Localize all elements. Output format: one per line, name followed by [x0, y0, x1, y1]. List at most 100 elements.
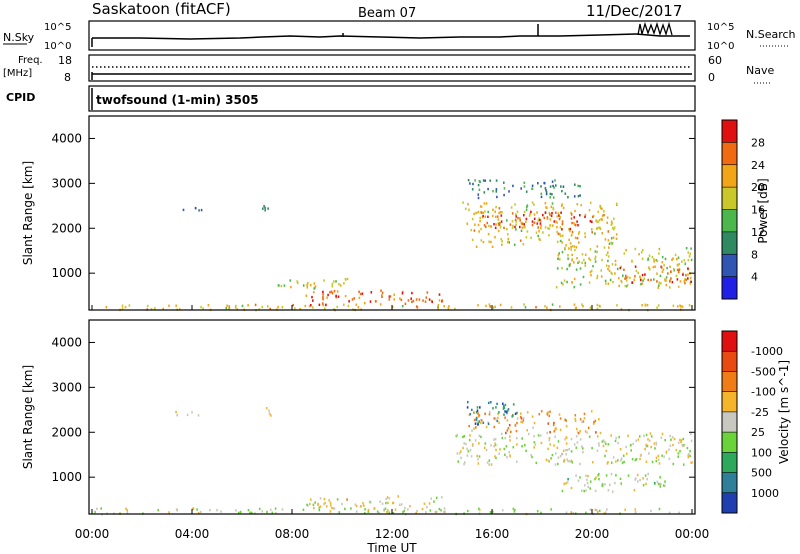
- heatmap-cell: [655, 459, 658, 463]
- colorbar-label: 25: [751, 426, 765, 439]
- noise-sky-line: [92, 33, 690, 40]
- heatmap-cell: [507, 237, 510, 241]
- heatmap-cell: [516, 437, 518, 440]
- heatmap-cell: [493, 223, 495, 226]
- heatmap-cell: [495, 190, 498, 193]
- heatmap-cell: [669, 444, 672, 447]
- heatmap-cell: [645, 445, 647, 448]
- heatmap-cell: [411, 291, 413, 295]
- heatmap-cell: [364, 302, 366, 305]
- heatmap-cell: [665, 451, 668, 455]
- heatmap-cell: [549, 218, 552, 221]
- heatmap-cell: [573, 216, 575, 219]
- heatmap-cell: [506, 419, 509, 422]
- colorbar-label: 500: [751, 467, 772, 480]
- heatmap-cell: [602, 444, 605, 448]
- heatmap-cell: [521, 226, 524, 229]
- heatmap-cell: [493, 417, 495, 420]
- heatmap-cell: [480, 205, 483, 208]
- heatmap-cell: [584, 253, 587, 256]
- heatmap-cell: [429, 509, 432, 512]
- cpid-label: CPID: [6, 91, 35, 104]
- heatmap-cell: [280, 284, 283, 288]
- heatmap-cell: [146, 304, 149, 308]
- heatmap-cell: [512, 224, 514, 228]
- heatmap-cell: [495, 206, 497, 209]
- heatmap-cell: [520, 222, 523, 225]
- heatmap-cell: [589, 201, 592, 204]
- heatmap-cell: [669, 265, 671, 268]
- heatmap-cell: [608, 246, 610, 249]
- heatmap-cell: [483, 191, 486, 194]
- heatmap-cell: [578, 260, 581, 263]
- heatmap-cell: [506, 456, 508, 459]
- colorbar-swatch: [722, 209, 737, 232]
- heatmap-cell: [407, 299, 410, 302]
- heatmap-cell: [581, 261, 583, 264]
- heatmap-cell: [392, 512, 395, 515]
- heatmap-cell: [507, 427, 510, 430]
- heatmap-cell: [526, 204, 529, 207]
- heatmap-cell: [537, 434, 540, 437]
- heatmap-cell: [669, 278, 671, 282]
- heatmap-cell: [687, 277, 689, 280]
- heatmap-cell: [479, 216, 481, 220]
- heatmap-cell: [599, 205, 601, 208]
- heatmap-cell: [494, 305, 496, 308]
- heatmap-cell: [322, 295, 324, 299]
- velocity-colorbar: 1000 500 100 25 -25 -100 -500 -1000: [721, 330, 783, 514]
- heatmap-cell: [389, 295, 392, 298]
- heatmap-cell: [570, 246, 572, 249]
- heatmap-cell: [469, 412, 472, 416]
- heatmap-cell: [309, 284, 312, 287]
- heatmap-cell: [475, 245, 478, 248]
- heatmap-cell: [669, 434, 671, 438]
- date-title: 11/Dec/2017: [586, 2, 682, 20]
- y-tick-label: 3000: [51, 380, 82, 394]
- heatmap-cell: [308, 305, 311, 308]
- heatmap-cell: [555, 286, 558, 289]
- heatmap-cell: [558, 413, 561, 416]
- heatmap-cell: [676, 268, 679, 272]
- heatmap-cell: [313, 287, 315, 290]
- heatmap-cell: [616, 304, 618, 307]
- heatmap-cell: [553, 430, 556, 433]
- heatmap-cell: [561, 203, 563, 206]
- heatmap-cell: [607, 267, 609, 271]
- heatmap-cell: [597, 474, 599, 477]
- heatmap-cell: [537, 226, 539, 229]
- heatmap-cell: [615, 460, 617, 463]
- heatmap-cell: [306, 286, 309, 289]
- heatmap-cell: [655, 443, 658, 446]
- heatmap-cell: [466, 447, 468, 450]
- heatmap-cell: [608, 269, 611, 272]
- cpid-text: twofsound (1-min) 3505: [96, 93, 259, 107]
- heatmap-cell: [575, 306, 577, 309]
- heatmap-cell: [562, 206, 565, 210]
- heatmap-cell: [493, 438, 495, 441]
- heatmap-cell: [521, 222, 524, 226]
- heatmap-cell: [500, 238, 502, 241]
- heatmap-cell: [533, 213, 536, 216]
- heatmap-cell: [386, 496, 389, 499]
- heatmap-cell: [688, 255, 691, 258]
- heatmap-cell: [475, 411, 478, 414]
- heatmap-cell: [559, 239, 562, 243]
- heatmap-cell: [584, 430, 587, 433]
- colorbar-label: 8: [751, 248, 758, 261]
- heatmap-cell: [598, 444, 600, 447]
- heatmap-cell: [547, 447, 549, 451]
- heatmap-cell: [335, 296, 337, 299]
- heatmap-cell: [121, 304, 124, 307]
- heatmap-cell: [500, 220, 503, 223]
- heatmap-cell: [363, 504, 365, 507]
- heatmap-cell: [573, 261, 575, 264]
- heatmap-cell: [444, 510, 446, 514]
- heatmap-cell: [393, 298, 395, 301]
- heatmap-cell: [579, 194, 581, 197]
- heatmap-cell: [509, 454, 511, 457]
- heatmap-cell: [665, 283, 668, 287]
- y-tick-label: 4000: [51, 131, 82, 145]
- heatmap-cell: [519, 239, 522, 242]
